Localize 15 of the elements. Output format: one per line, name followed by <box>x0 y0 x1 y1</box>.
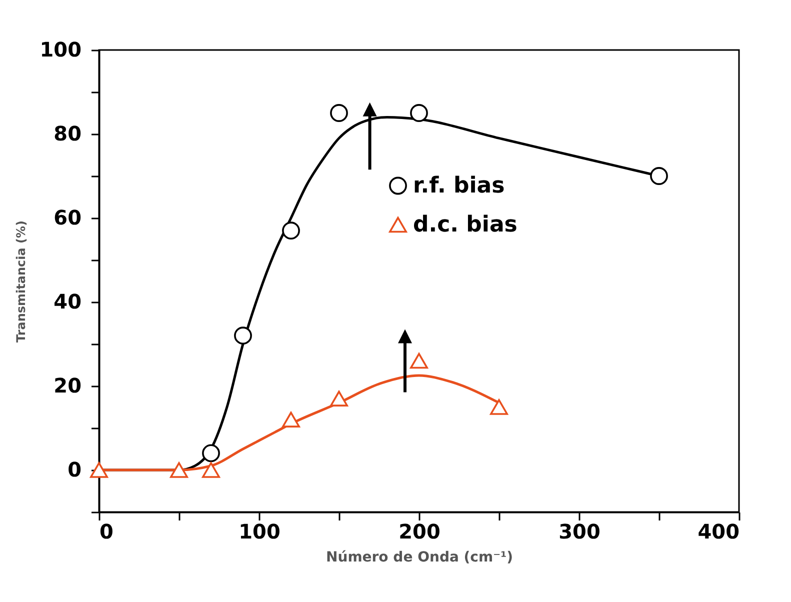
y-axis-title: Transmitancia (%) <box>14 220 28 343</box>
y-tick-label: 100 <box>40 38 82 62</box>
x-tick-label: 0 <box>100 520 114 544</box>
y-tick-label: 0 <box>68 458 82 482</box>
x-tick-label: 100 <box>238 520 280 544</box>
y-tick-label: 40 <box>54 290 82 314</box>
x-tick-label: 200 <box>398 520 440 544</box>
legend-label: r.f. bias <box>413 174 505 199</box>
x-axis-title: Número de Onda (cm⁻¹) <box>326 550 513 566</box>
legend-label: d.c. bias <box>413 212 518 238</box>
x-tick-label: 300 <box>558 520 600 544</box>
y-tick-label: 20 <box>54 374 82 398</box>
x-tick-label: 400 <box>698 520 740 544</box>
y-tick-label: 60 <box>54 206 82 230</box>
y-tick-label: 80 <box>54 122 82 146</box>
